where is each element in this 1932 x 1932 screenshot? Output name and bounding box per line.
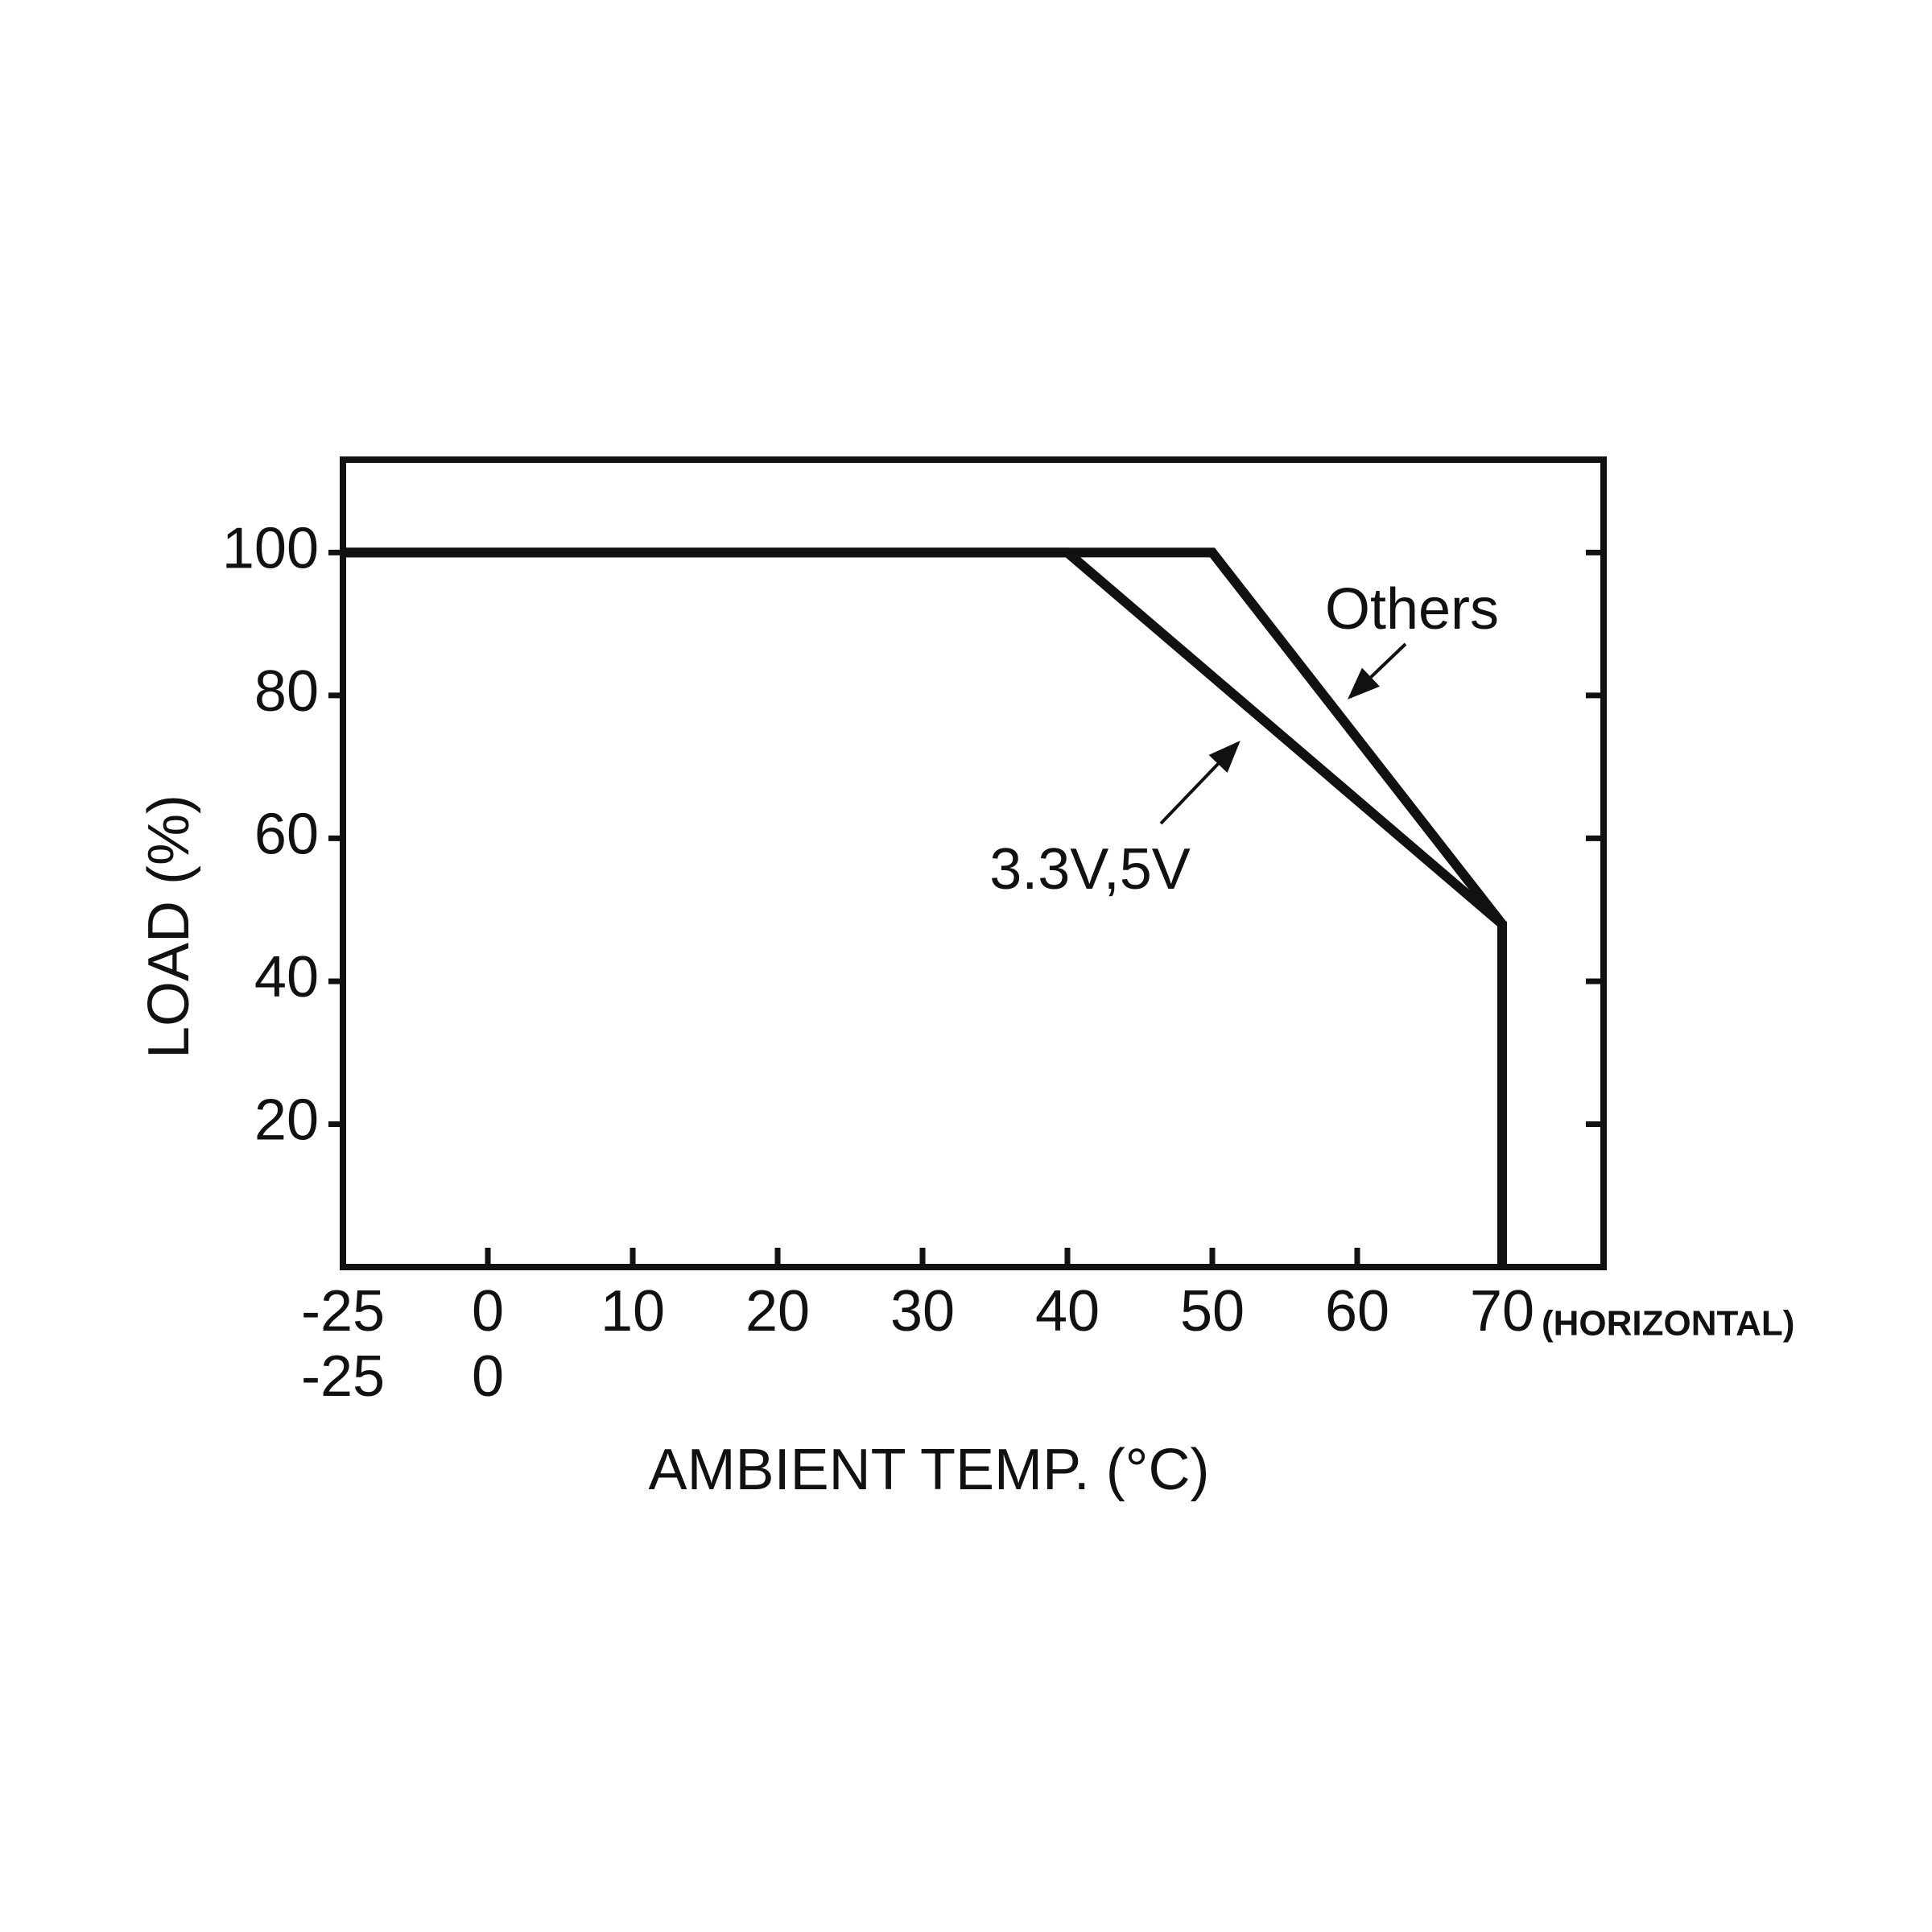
x-tick-label-second-row: 0 [472, 1344, 504, 1409]
x-tick-label: 0 [472, 1279, 504, 1344]
x-tick-label: 30 [890, 1279, 955, 1344]
y-tick-label: 40 [254, 945, 319, 1009]
y-axis-title: LOAD (%) [137, 795, 201, 1059]
y-tick-label: 100 [222, 516, 319, 580]
annotation-arrow [1348, 642, 1407, 700]
series-annotation: 3.3V,5V [989, 837, 1191, 902]
annotation-arrow [1159, 741, 1241, 825]
x-tick-label: 50 [1180, 1279, 1245, 1344]
y-tick-label: 80 [254, 659, 319, 724]
x-axis-note: (HORIZONTAL) [1542, 1304, 1794, 1344]
x-tick-label: 60 [1325, 1279, 1389, 1344]
plot-frame [340, 456, 1607, 1270]
x-axis-title: AMBIENT TEMP. (°C) [649, 1438, 1210, 1502]
x-tick-label: 10 [601, 1279, 665, 1344]
series-line [343, 547, 1507, 1267]
x-tick-label-second-row: -25 [301, 1344, 385, 1409]
x-tick-label: 20 [745, 1279, 810, 1344]
x-tick-label: 40 [1035, 1279, 1100, 1344]
y-tick-label: 20 [254, 1088, 319, 1152]
series-annotation: Others [1325, 577, 1499, 642]
y-tick-label: 60 [254, 802, 319, 866]
x-tick-label: -25 [301, 1279, 385, 1344]
x-tick-label: 70 [1470, 1279, 1534, 1344]
